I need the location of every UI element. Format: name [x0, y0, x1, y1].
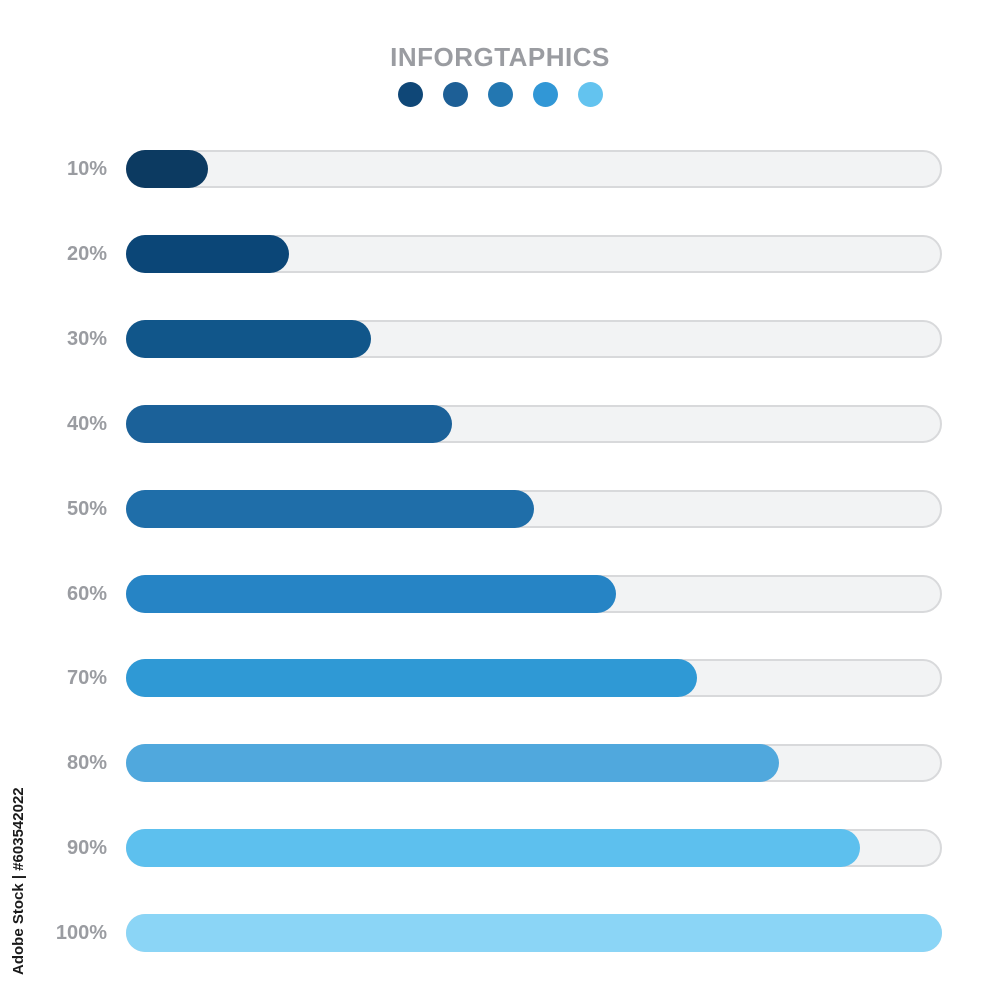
- bar-label: 10%: [66, 158, 107, 180]
- bar-label: 20%: [66, 242, 107, 265]
- bar-fill: [126, 234, 290, 273]
- legend-dot: [487, 82, 513, 107]
- bar-label: 100%: [55, 922, 107, 945]
- bar-fill: [126, 659, 698, 698]
- bar-row: 40%: [0, 404, 1000, 443]
- bar-row: 80%: [0, 744, 1000, 783]
- bar-row: 100%: [0, 914, 1000, 953]
- bar-row: 50%: [0, 489, 1000, 528]
- legend-dots: [0, 82, 1000, 107]
- bar-fill: [126, 574, 616, 613]
- bar-label: 60%: [66, 582, 107, 605]
- bar-row: 10%: [0, 150, 1000, 188]
- bar-fill: [126, 150, 208, 188]
- bar-row: 90%: [0, 829, 1000, 868]
- bar-fill: [126, 744, 779, 783]
- bar-fill: [126, 914, 942, 953]
- bar-fill: [126, 489, 534, 528]
- bar-row: 20%: [0, 234, 1000, 273]
- bar-fill: [126, 404, 453, 443]
- bar-label: 80%: [66, 752, 107, 775]
- bar-label: 30%: [66, 327, 107, 350]
- legend-dot: [577, 82, 603, 107]
- bar-fill: [126, 829, 861, 868]
- bar-row: 70%: [0, 659, 1000, 698]
- bar-fill: [126, 319, 371, 358]
- bar-row: 60%: [0, 574, 1000, 613]
- legend-dot: [397, 82, 423, 107]
- chart-title: INFORGTAPHICS: [390, 42, 610, 72]
- bar-label: 50%: [66, 497, 107, 520]
- bar-row: 30%: [0, 319, 1000, 358]
- bar-label: 40%: [66, 412, 107, 435]
- bar-label: 70%: [66, 667, 107, 690]
- bar-label: 90%: [66, 837, 107, 860]
- bar-track: [126, 150, 942, 188]
- legend-dot: [532, 82, 558, 107]
- stock-watermark-text: Adobe Stock | #603542022: [10, 787, 27, 975]
- legend-dot: [442, 82, 468, 107]
